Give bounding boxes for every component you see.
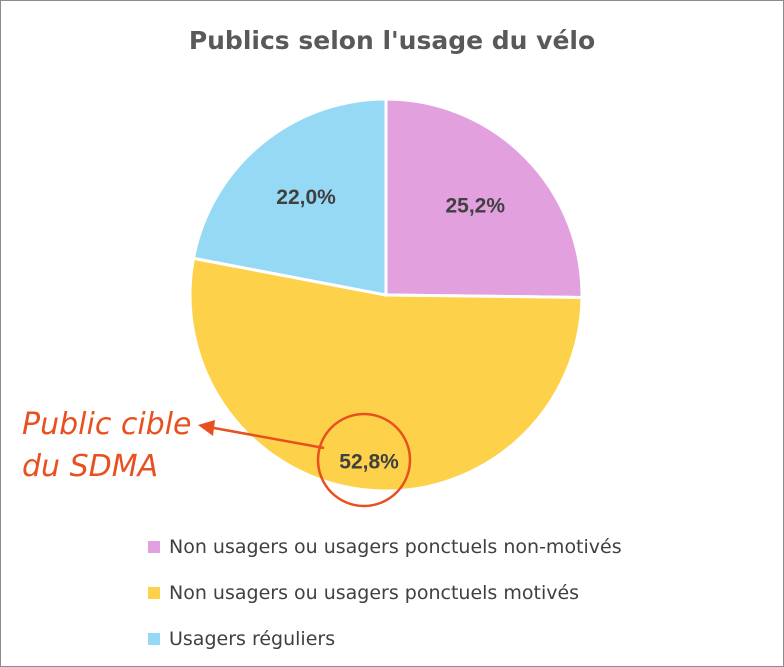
data-label: 52,8% bbox=[339, 450, 399, 473]
pie-slice bbox=[191, 97, 388, 297]
highlight-circle bbox=[316, 412, 412, 508]
legend-swatch bbox=[148, 541, 160, 553]
legend-label: Non usagers ou usagers ponctuels motivés bbox=[169, 582, 580, 604]
legend: Non usagers ou usagers ponctuels non-mot… bbox=[148, 524, 622, 662]
pie-slice bbox=[188, 256, 584, 493]
legend-label: Non usagers ou usagers ponctuels non-mot… bbox=[169, 536, 622, 558]
legend-label: Usagers réguliers bbox=[169, 628, 336, 650]
annotation-line-2: du SDMA bbox=[22, 449, 159, 484]
legend-swatch bbox=[148, 587, 160, 599]
legend-item: Non usagers ou usagers ponctuels motivés bbox=[148, 570, 622, 616]
legend-swatch bbox=[148, 633, 160, 645]
chart-title: Publics selon l'usage du vélo bbox=[188, 26, 596, 55]
data-labels: 25,2% 52,8% 22,0% bbox=[276, 186, 505, 473]
data-label: 22,0% bbox=[276, 186, 336, 209]
legend-item: Non usagers ou usagers ponctuels non-mot… bbox=[148, 524, 622, 570]
annotation-line-1: Public cible bbox=[22, 407, 192, 442]
annotation-arrowhead bbox=[198, 420, 215, 436]
annotation-text: Public cible du SDMA bbox=[22, 404, 192, 488]
data-label: 25,2% bbox=[445, 194, 505, 217]
pie-slices bbox=[188, 97, 584, 493]
annotation-arrow bbox=[213, 426, 325, 450]
legend-item: Usagers réguliers bbox=[148, 616, 622, 662]
pie-slice bbox=[384, 97, 584, 299]
